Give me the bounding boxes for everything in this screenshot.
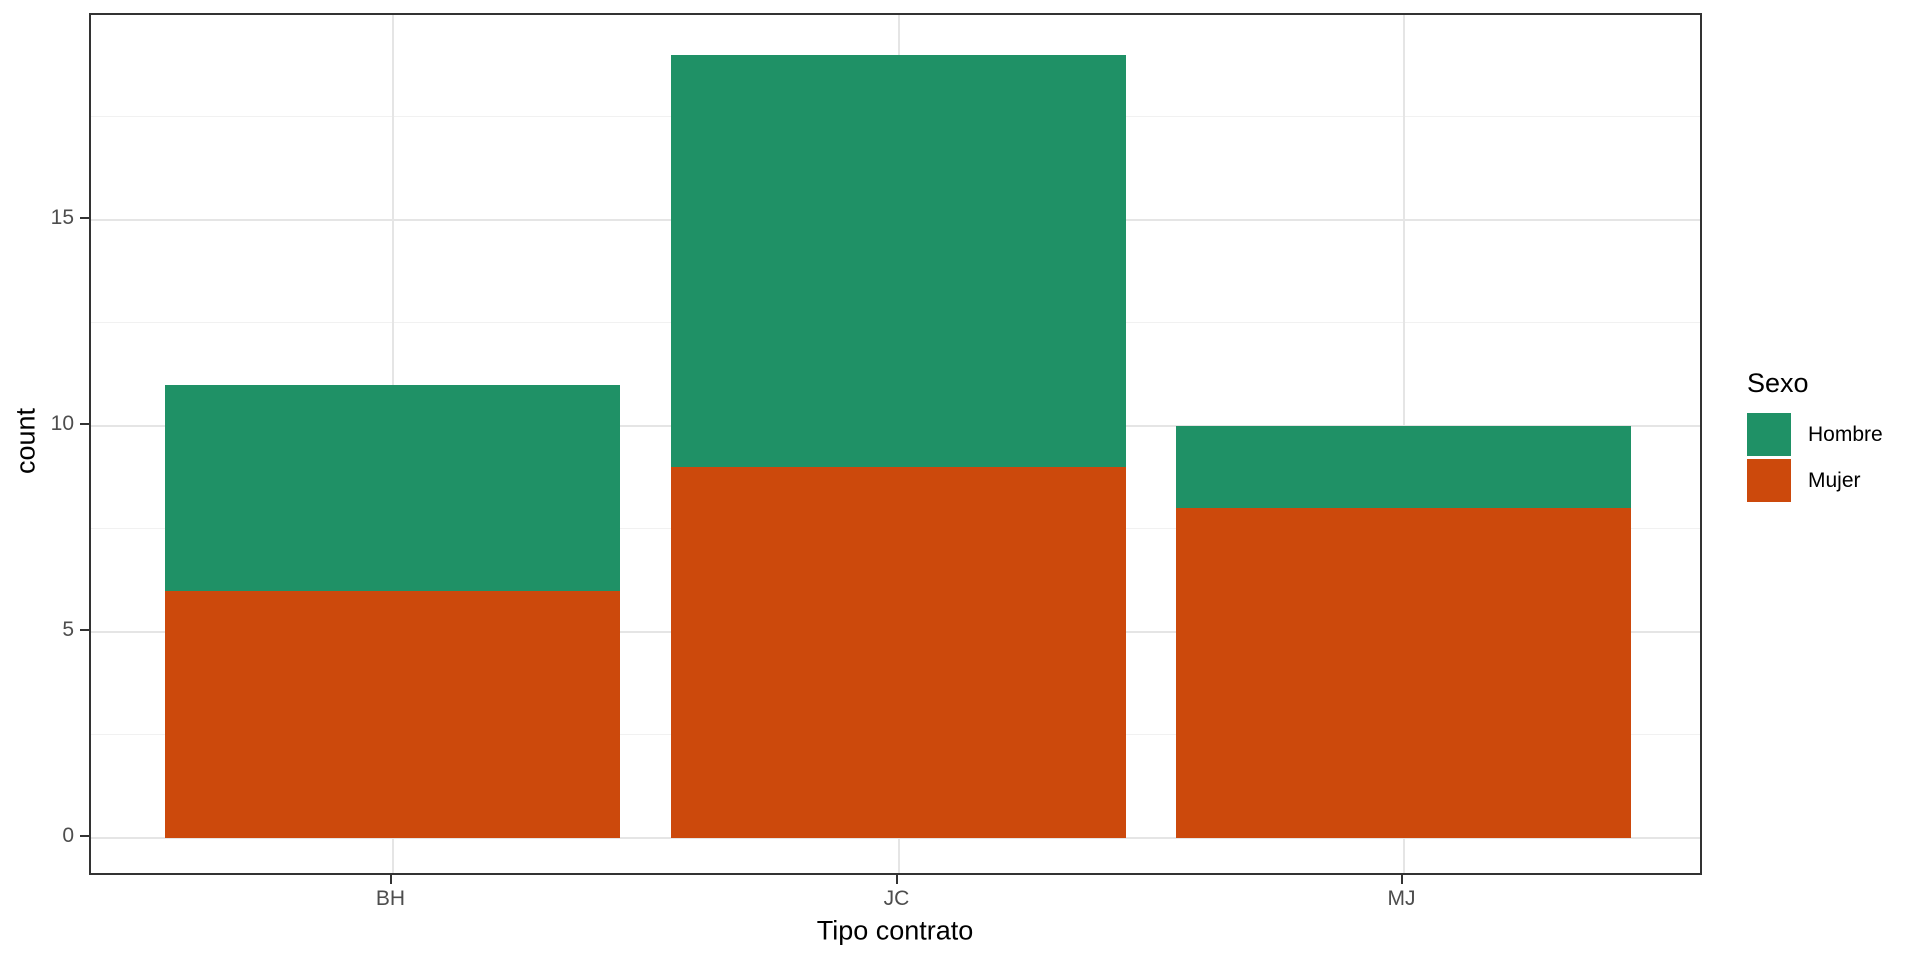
gridline-major-y-0 (91, 837, 1700, 839)
x-tick-mark-mj (1400, 875, 1403, 884)
y-tick-mark-0 (80, 835, 89, 837)
y-axis-title: count (10, 407, 41, 475)
bar-jc-mujer (671, 467, 1126, 838)
bar-bh-hombre (165, 384, 620, 591)
legend-item-hombre: Hombre (1747, 413, 1883, 456)
bar-bh-mujer (165, 590, 620, 838)
y-tick-mark-5 (80, 629, 89, 631)
legend: Sexo Hombre Mujer (1747, 368, 1883, 505)
legend-item-mujer: Mujer (1747, 459, 1883, 502)
bar-jc-hombre (671, 55, 1126, 468)
legend-swatch-mujer (1747, 459, 1791, 502)
y-tick-label-0: 0 (62, 824, 74, 847)
bar-mj-hombre (1176, 426, 1631, 509)
bar-mj-mujer (1176, 508, 1631, 838)
x-axis-title: Tipo contrato (816, 915, 974, 946)
legend-items: Hombre Mujer (1747, 413, 1883, 502)
x-tick-label-mj: MJ (1387, 887, 1416, 910)
x-tick-mark-bh (389, 875, 392, 884)
x-tick-mark-jc (895, 875, 898, 884)
y-tick-mark-10 (80, 423, 89, 425)
plot-panel (89, 13, 1702, 875)
y-tick-mark-15 (80, 217, 89, 219)
legend-swatch-hombre (1747, 413, 1791, 456)
x-tick-label-bh: BH (375, 887, 406, 910)
y-tick-label-10: 10 (50, 412, 74, 435)
legend-label-hombre: Hombre (1808, 422, 1883, 446)
legend-title: Sexo (1747, 368, 1809, 398)
legend-label-mujer: Mujer (1808, 468, 1861, 492)
y-tick-label-5: 5 (62, 618, 74, 641)
y-tick-label-15: 15 (50, 206, 74, 229)
x-tick-label-jc: JC (883, 887, 910, 910)
